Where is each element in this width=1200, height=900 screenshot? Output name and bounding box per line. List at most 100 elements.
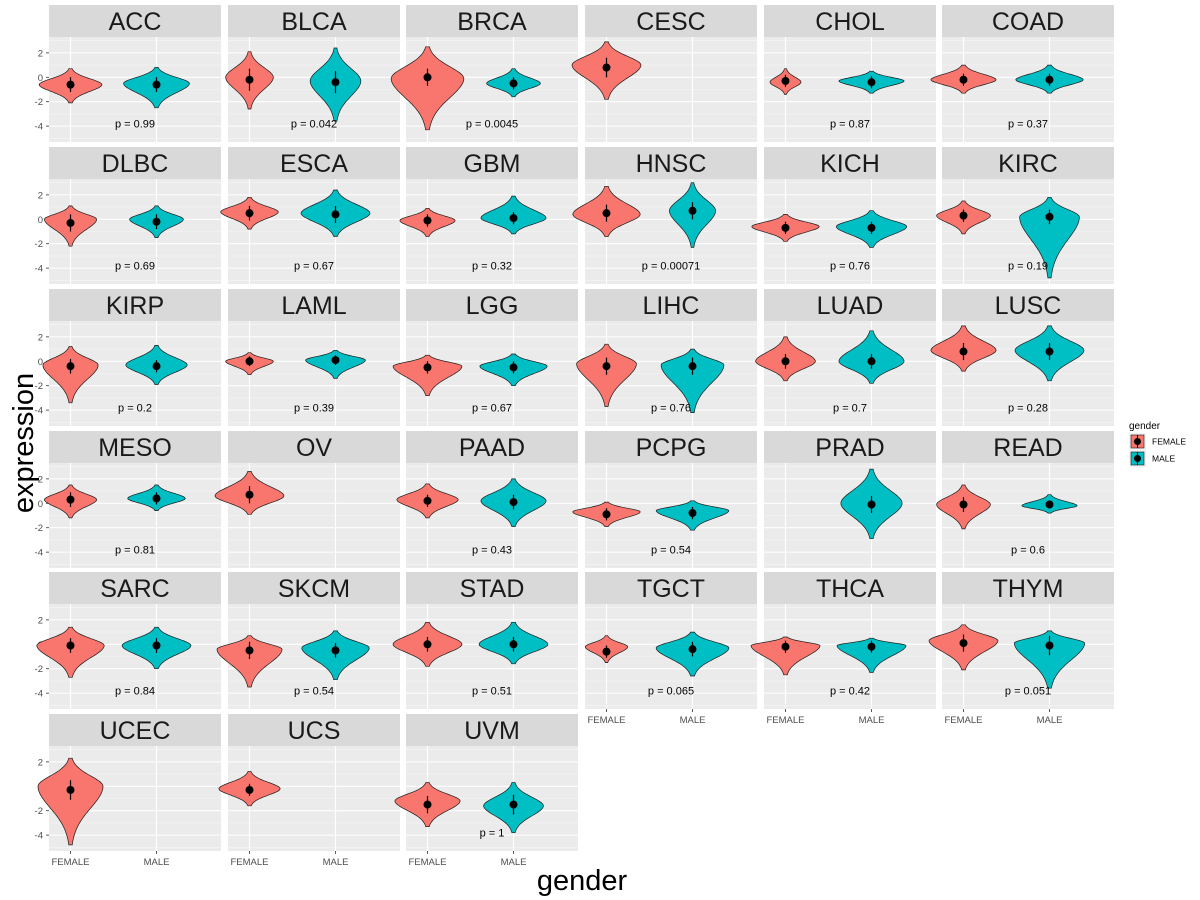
legend-label-male: MALE bbox=[1152, 454, 1175, 464]
legend-label-female: FEMALE bbox=[1152, 437, 1186, 447]
mean-point bbox=[423, 363, 432, 372]
facet-strip bbox=[942, 289, 1114, 321]
mean-point bbox=[245, 357, 254, 366]
facet-strip-label: HNSC bbox=[636, 150, 707, 178]
p-value-label: p = 0.00071 bbox=[642, 260, 700, 272]
facet-strip-label: UVM bbox=[464, 717, 520, 745]
p-value-label: p = 0.81 bbox=[115, 544, 155, 556]
facet-strip-label: PRAD bbox=[815, 434, 884, 462]
facets-layer: ACC 2 0 -2 -4 p = 0.99 BLCA p = 0.042 BRCA p = 0.… bbox=[35, 5, 1114, 868]
mean-point bbox=[688, 206, 697, 215]
facet-strip bbox=[764, 431, 936, 463]
facet-strip-label: BRCA bbox=[457, 8, 527, 36]
y-tick-label: 2 bbox=[38, 615, 43, 626]
mean-point bbox=[423, 73, 432, 82]
facet-strip bbox=[585, 5, 757, 37]
y-tick-label: 2 bbox=[38, 332, 43, 343]
p-value-label: p = 1 bbox=[480, 827, 505, 839]
facet-strip-label: DLBC bbox=[102, 150, 169, 178]
mean-point bbox=[245, 490, 254, 499]
facet-strip-label: ESCA bbox=[280, 150, 348, 178]
y-tick-label: 2 bbox=[38, 190, 43, 201]
facet-strip bbox=[406, 714, 578, 746]
mean-point bbox=[1045, 500, 1054, 509]
mean-point bbox=[66, 785, 75, 794]
facet-strip-label: BLCA bbox=[281, 8, 347, 36]
mean-point bbox=[152, 641, 161, 650]
x-tick-label: FEMALE bbox=[408, 857, 446, 868]
facet-strip bbox=[228, 147, 400, 179]
mean-point bbox=[509, 800, 518, 809]
facet-prad: PRAD bbox=[764, 431, 936, 568]
x-tick-label: FEMALE bbox=[51, 857, 89, 868]
mean-point bbox=[602, 510, 611, 519]
mean-point bbox=[688, 509, 697, 518]
y-tick-label: -4 bbox=[35, 548, 43, 559]
mean-point bbox=[66, 362, 75, 371]
y-tick-label: 0 bbox=[38, 73, 43, 84]
facet-strip bbox=[764, 5, 936, 37]
mean-point bbox=[867, 500, 876, 509]
x-tick-label: MALE bbox=[323, 857, 349, 868]
facet-strip bbox=[764, 572, 936, 604]
p-value-label: p = 0.6 bbox=[1011, 544, 1045, 556]
facet-chol: CHOL p = 0.87 bbox=[764, 5, 936, 142]
y-tick-label: -4 bbox=[35, 689, 43, 700]
mean-point bbox=[1045, 212, 1054, 221]
y-tick-label: -4 bbox=[35, 122, 43, 133]
p-value-label: p = 0.43 bbox=[472, 544, 512, 556]
p-value-label: p = 0.39 bbox=[294, 402, 334, 414]
mean-point bbox=[423, 496, 432, 505]
p-value-label: p = 0.69 bbox=[115, 260, 155, 272]
p-value-label: p = 0.54 bbox=[651, 544, 691, 556]
facet-luad: LUAD p = 0.7 bbox=[755, 289, 936, 426]
mean-point bbox=[245, 209, 254, 218]
mean-point bbox=[602, 362, 611, 371]
facet-brca: BRCA p = 0.0045 bbox=[390, 5, 578, 142]
mean-point bbox=[66, 80, 75, 89]
x-tick-label: MALE bbox=[680, 715, 706, 726]
facet-strip-label: UCEC bbox=[100, 717, 171, 745]
facet-strip bbox=[228, 572, 400, 604]
y-tick-label: -2 bbox=[35, 664, 43, 675]
y-tick-label: -2 bbox=[35, 239, 43, 250]
mean-point bbox=[245, 75, 254, 84]
mean-point bbox=[66, 495, 75, 504]
y-tick-label: 0 bbox=[38, 215, 43, 226]
facet-strip-label: GBM bbox=[464, 150, 521, 178]
facet-strip bbox=[406, 572, 578, 604]
p-value-label: p = 0.84 bbox=[115, 685, 155, 697]
facet-kirp: KIRP 2 0 -2 -4 p = 0.2 bbox=[35, 289, 221, 426]
violin-female bbox=[576, 343, 637, 407]
y-tick-label: 2 bbox=[38, 474, 43, 485]
mean-point bbox=[509, 498, 518, 507]
facet-ucs: UCS FEMALE MALE bbox=[218, 714, 400, 868]
mean-point bbox=[867, 78, 876, 87]
facet-strip bbox=[228, 289, 400, 321]
facet-strip-label: LUSC bbox=[995, 292, 1062, 320]
mean-point bbox=[602, 63, 611, 72]
mean-point bbox=[867, 357, 876, 366]
mean-point bbox=[602, 647, 611, 656]
facet-strip-label: KIRC bbox=[998, 150, 1058, 178]
violin-female bbox=[390, 46, 465, 131]
facet-lihc: LIHC p = 0.76 bbox=[576, 289, 757, 426]
facet-tgct: TGCT FEMALE MALE p = 0.065 bbox=[584, 572, 757, 726]
x-tick-label: MALE bbox=[144, 857, 170, 868]
facet-strip bbox=[585, 572, 757, 604]
facet-strip bbox=[49, 289, 221, 321]
violin-female bbox=[750, 636, 821, 676]
mean-point bbox=[509, 640, 518, 649]
mean-point bbox=[152, 217, 161, 226]
facet-strip bbox=[228, 431, 400, 463]
mean-point bbox=[331, 210, 340, 219]
y-tick-label: -2 bbox=[35, 523, 43, 534]
y-tick-label: -2 bbox=[35, 97, 43, 108]
facet-strip-label: SKCM bbox=[278, 575, 350, 603]
facet-strip-label: THYM bbox=[993, 575, 1064, 603]
facet-strip-label: OV bbox=[296, 434, 332, 462]
p-value-label: p = 0.51 bbox=[472, 685, 512, 697]
mean-point bbox=[959, 500, 968, 509]
violin-female bbox=[216, 635, 283, 688]
facet-strip bbox=[585, 431, 757, 463]
